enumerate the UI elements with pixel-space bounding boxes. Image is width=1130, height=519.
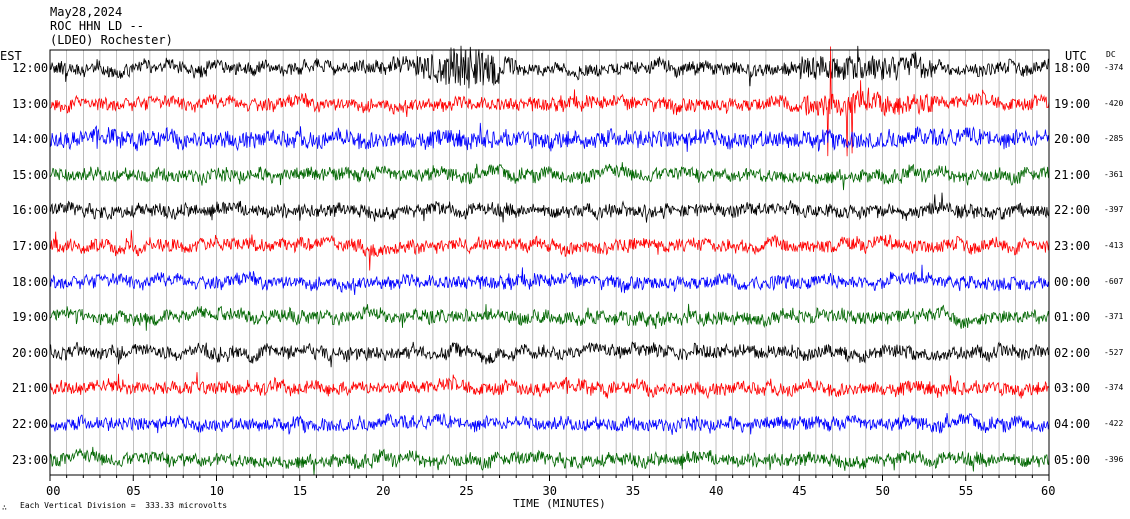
utc-time-label: 02:00 bbox=[1054, 345, 1091, 360]
utc-time-label: 05:00 bbox=[1054, 452, 1091, 467]
dc-offset-value: -374 bbox=[1104, 63, 1124, 72]
utc-time-label: 01:00 bbox=[1054, 310, 1091, 325]
local-time-label: 19:00 bbox=[12, 310, 49, 325]
dc-offset-value: -422 bbox=[1104, 419, 1124, 428]
trace-row bbox=[49, 341, 1050, 368]
scale-note: Each Vertical Division = 333.33 microvol… bbox=[20, 501, 228, 510]
trace-row bbox=[49, 446, 1050, 475]
local-time-label: 14:00 bbox=[12, 132, 49, 147]
minute-grid bbox=[66, 50, 1033, 475]
x-axis-title: TIME (MINUTES) bbox=[513, 497, 606, 510]
recording-date: May28,2024 bbox=[50, 5, 123, 19]
trace-row bbox=[49, 46, 1050, 157]
utc-time-label: 00:00 bbox=[1054, 274, 1091, 289]
dc-offset-header: DC bbox=[1106, 50, 1116, 59]
x-axis-ticks bbox=[49, 475, 1050, 481]
utc-time-label: 20:00 bbox=[1054, 132, 1091, 147]
trace-row bbox=[49, 372, 1050, 400]
dc-offset-value: -285 bbox=[1104, 134, 1124, 144]
trace-row bbox=[49, 264, 1050, 296]
right-timezone-label: UTC bbox=[1065, 49, 1087, 63]
local-time-label: 22:00 bbox=[12, 417, 49, 431]
dc-offset-value: -413 bbox=[1104, 241, 1124, 250]
x-tick-label: 60 bbox=[1041, 484, 1056, 498]
local-time-label: 12:00 bbox=[12, 61, 49, 75]
trace-row bbox=[50, 412, 1050, 435]
dc-offset-value: -420 bbox=[1104, 98, 1124, 108]
x-tick-label: 10 bbox=[209, 484, 224, 498]
x-tick-label: 30 bbox=[542, 484, 557, 498]
local-time-label: 16:00 bbox=[12, 203, 49, 218]
trace-row bbox=[49, 45, 1050, 89]
x-tick-label: 45 bbox=[792, 484, 807, 498]
local-time-label: 15:00 bbox=[12, 167, 49, 182]
x-tick-label: 35 bbox=[625, 484, 641, 498]
local-time-label: 13:00 bbox=[12, 96, 49, 111]
x-tick-label: 40 bbox=[709, 484, 724, 498]
utc-time-label: 04:00 bbox=[1054, 417, 1091, 431]
x-tick-label: 00 bbox=[46, 484, 61, 498]
left-timezone-label: EST bbox=[0, 49, 22, 63]
x-tick-label: 05 bbox=[126, 484, 141, 498]
trace-row bbox=[49, 303, 1050, 331]
dc-offset-value: -527 bbox=[1104, 347, 1124, 357]
trace-row bbox=[49, 162, 1050, 191]
utc-time-label: 22:00 bbox=[1054, 203, 1091, 218]
utc-time-label: 23:00 bbox=[1054, 239, 1091, 253]
utc-time-label: 03:00 bbox=[1054, 381, 1091, 396]
x-tick-label: 50 bbox=[875, 484, 890, 498]
utc-time-label: 19:00 bbox=[1054, 96, 1091, 111]
corner-mark: ∴ bbox=[2, 503, 7, 512]
station-channel: ROC HHN LD -- bbox=[50, 19, 144, 33]
dc-offset-value: -371 bbox=[1104, 312, 1124, 322]
dc-offset-value: -361 bbox=[1104, 169, 1124, 179]
utc-time-label: 21:00 bbox=[1054, 167, 1091, 182]
x-tick-label: 55 bbox=[958, 484, 974, 498]
x-tick-label: 15 bbox=[292, 484, 308, 498]
local-time-label: 21:00 bbox=[12, 381, 49, 396]
dc-offset-value: -396 bbox=[1104, 454, 1124, 464]
x-tick-label: 25 bbox=[459, 484, 474, 498]
dc-offset-value: -397 bbox=[1104, 205, 1124, 215]
seismic-traces bbox=[49, 45, 1050, 475]
local-time-label: 20:00 bbox=[12, 345, 49, 360]
network-name: (LDEO) Rochester) bbox=[50, 33, 173, 47]
local-time-label: 23:00 bbox=[12, 452, 49, 467]
trace-row bbox=[49, 230, 1050, 271]
local-time-label: 18:00 bbox=[12, 274, 49, 289]
dc-offset-value: -374 bbox=[1104, 383, 1124, 393]
local-time-label: 17:00 bbox=[12, 239, 49, 253]
dc-offset-value: -607 bbox=[1104, 276, 1124, 286]
x-tick-label: 20 bbox=[376, 484, 391, 498]
utc-time-label: 18:00 bbox=[1054, 61, 1091, 75]
trace-row bbox=[49, 192, 1050, 223]
trace-row bbox=[49, 122, 1050, 152]
